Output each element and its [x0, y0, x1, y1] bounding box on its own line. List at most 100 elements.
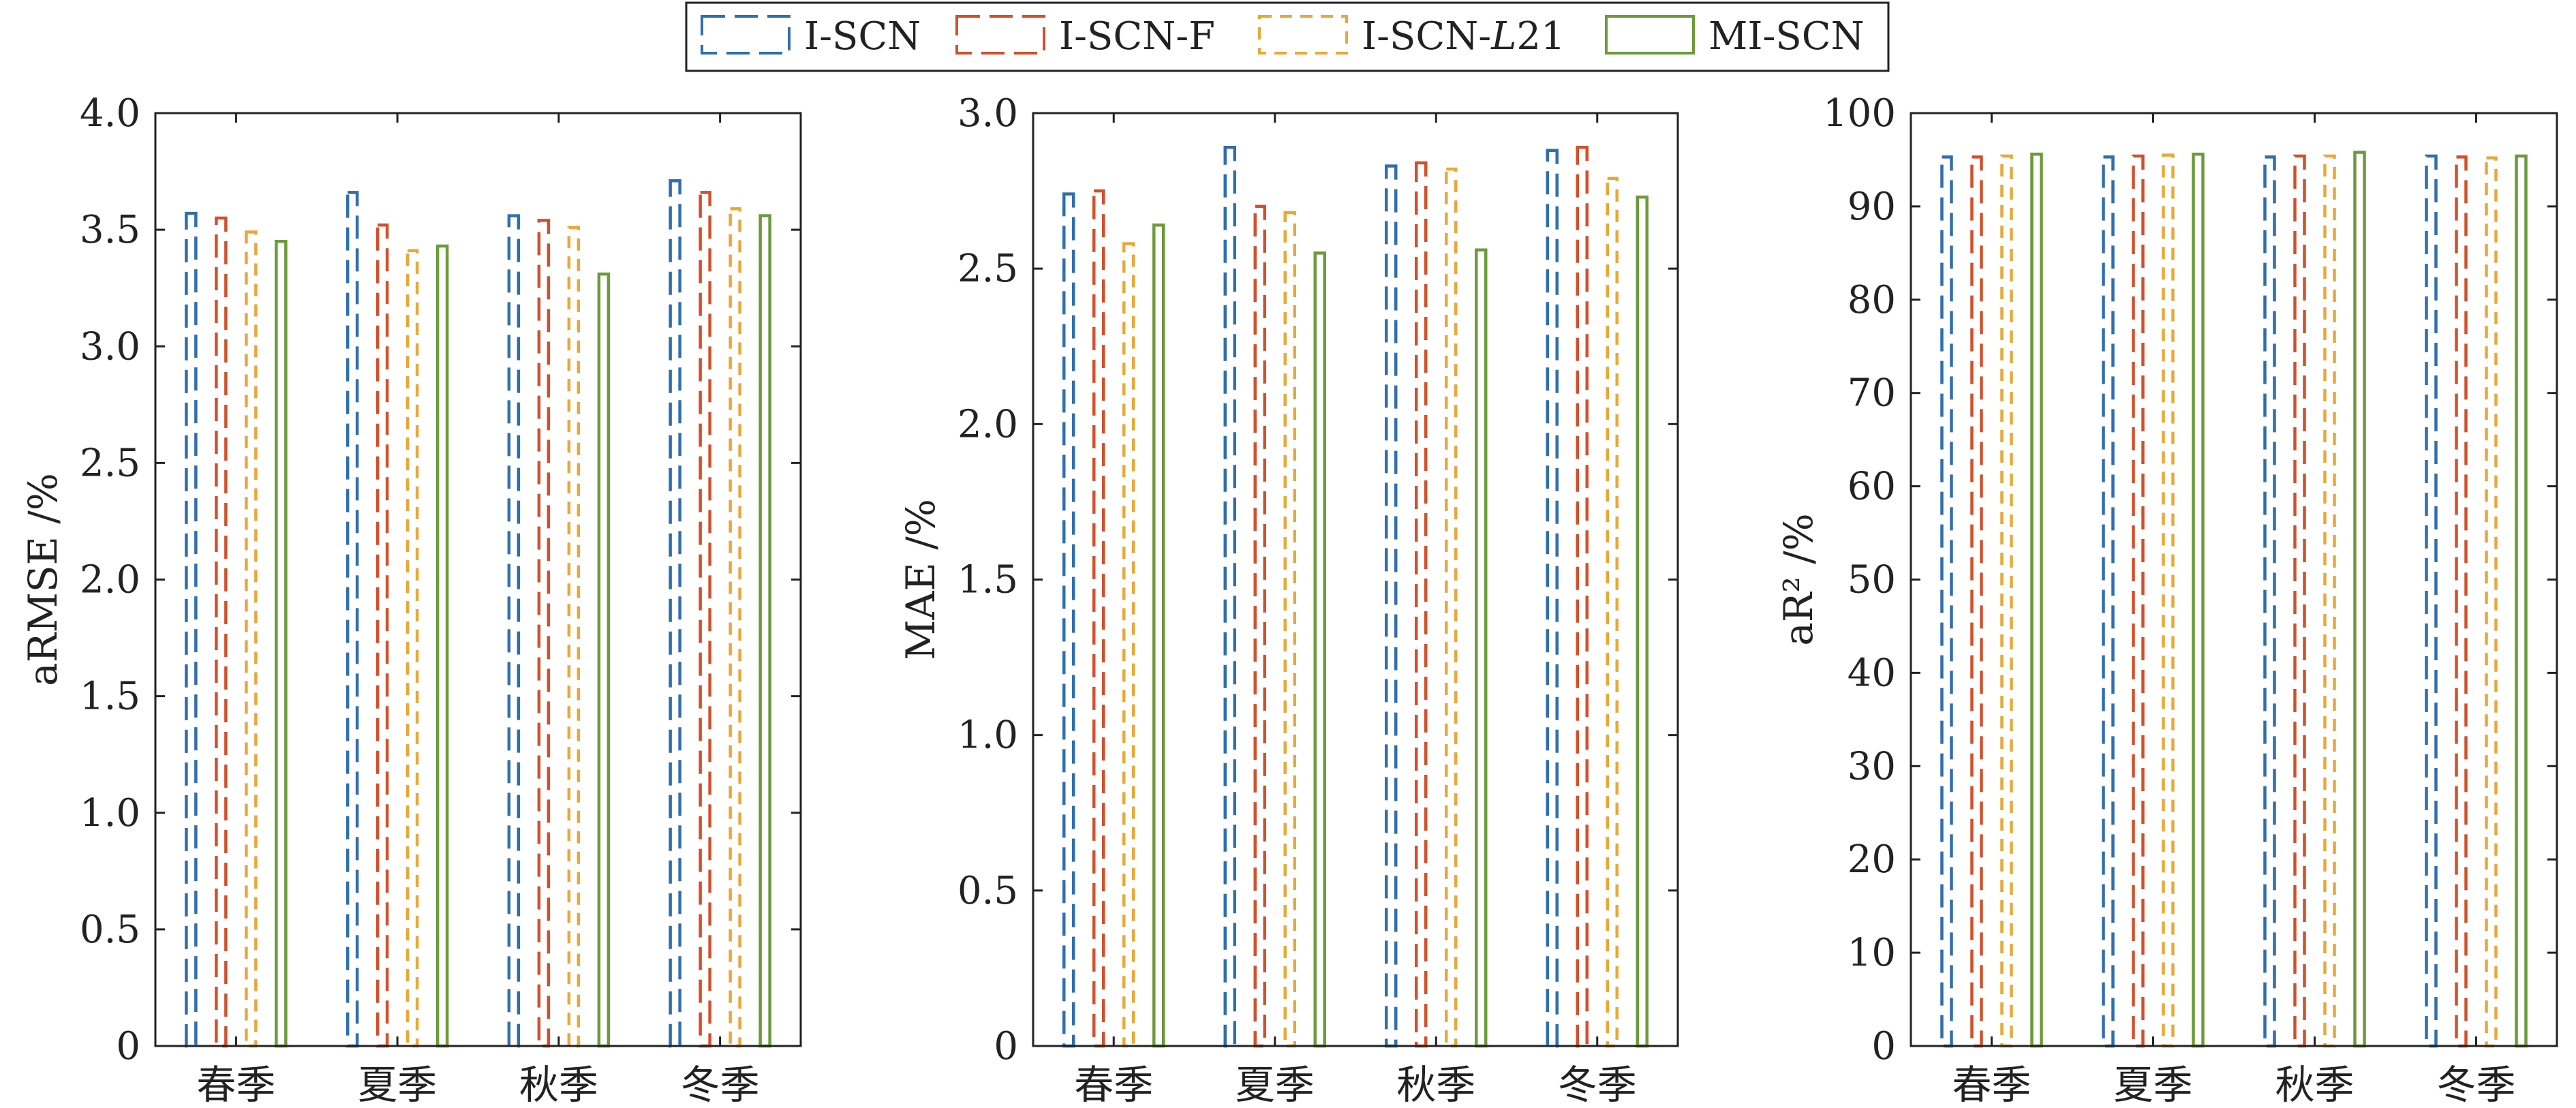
y-tick-label: 50 [1847, 558, 1896, 602]
bar-i-scn-2 [2102, 155, 2115, 1048]
x-category-label: 春季 [196, 1062, 275, 1108]
bar-i-scn-f-2 [1253, 204, 1266, 1048]
bar-i-scn-l21-4 [2485, 156, 2498, 1048]
y-axis-label: aR² /% [1775, 513, 1822, 646]
bar-i-scn-l21-1 [2000, 154, 2013, 1048]
bar-i-scn-f-4 [2455, 155, 2468, 1048]
bar-i-scn-l21-4 [729, 207, 741, 1048]
x-category-label: 秋季 [1396, 1062, 1475, 1108]
x-category-label: 夏季 [1236, 1062, 1315, 1108]
x-category-label: 夏季 [358, 1062, 437, 1108]
y-tick-label: 20 [1847, 837, 1896, 882]
legend-label: I-SCN [804, 14, 921, 59]
x-category-label: 春季 [1952, 1062, 2031, 1108]
y-tick-label: 40 [1847, 651, 1896, 695]
y-tick-label: 0 [994, 1024, 1018, 1068]
bar-i-scn-l21-3 [1445, 167, 1458, 1048]
y-tick-label: 3.5 [80, 208, 140, 252]
bar-i-scn-3 [2263, 155, 2276, 1048]
bar-i-scn-4 [2425, 154, 2438, 1048]
bar-i-scn-2 [346, 191, 359, 1048]
y-tick-label: 0.5 [80, 908, 140, 952]
y-tick-label: 1.5 [957, 558, 1018, 602]
y-tick-label: 0 [1871, 1024, 1896, 1068]
bar-i-scn-1 [1940, 155, 1953, 1048]
y-tick-label: 80 [1847, 278, 1896, 322]
legend-swatch [701, 15, 791, 55]
bar-mi-scn-1 [2030, 152, 2043, 1048]
y-tick-label: 90 [1847, 185, 1896, 229]
y-axis-label: aRMSE /% [20, 473, 66, 686]
bar-i-scn-l21-1 [1122, 242, 1135, 1048]
bar-i-scn-f-2 [2132, 154, 2145, 1048]
plot-frame [1910, 112, 2558, 1047]
y-tick-label: 2.0 [957, 402, 1018, 446]
legend-label: I-SCN-L21 [1362, 14, 1565, 59]
bar-i-scn-l21-2 [405, 249, 419, 1048]
bar-i-scn-f-4 [1576, 145, 1589, 1048]
plot-frame [1032, 112, 1679, 1047]
bar-i-scn-3 [507, 214, 521, 1048]
bar-i-scn-l21-1 [245, 230, 258, 1048]
bar-mi-scn-4 [1636, 195, 1649, 1048]
y-tick-label: 1.0 [80, 791, 140, 835]
bar-i-scn-1 [185, 211, 198, 1048]
bar-mi-scn-2 [1313, 251, 1326, 1048]
y-tick-label: 2.0 [80, 558, 140, 602]
bar-i-scn-l21-2 [1283, 211, 1296, 1048]
bar-i-scn-l21-3 [567, 226, 581, 1048]
bar-mi-scn-3 [2353, 151, 2366, 1048]
bar-i-scn-l21-4 [1606, 176, 1619, 1048]
bar-mi-scn-3 [1475, 248, 1488, 1048]
bar-i-scn-3 [1385, 164, 1398, 1048]
legend-swatch [955, 15, 1045, 55]
y-tick-label: 0.5 [957, 869, 1018, 913]
y-tick-label: 0 [116, 1024, 140, 1068]
bar-mi-scn-2 [2192, 152, 2205, 1048]
bar-i-scn-l21-3 [2323, 154, 2336, 1048]
y-tick-label: 2.5 [80, 441, 140, 485]
bar-mi-scn-3 [597, 272, 611, 1048]
y-tick-label: 60 [1847, 465, 1896, 509]
x-category-label: 秋季 [519, 1062, 598, 1108]
bar-mi-scn-2 [435, 244, 449, 1048]
bar-i-scn-f-1 [215, 216, 228, 1048]
y-tick-label: 10 [1847, 931, 1896, 975]
y-tick-label: 3.0 [957, 91, 1018, 136]
y-tick-label: 2.5 [957, 247, 1018, 291]
y-tick-label: 30 [1847, 744, 1896, 788]
bar-i-scn-1 [1062, 192, 1075, 1048]
chart-panel-armse: 0 0.5 1.0 1.5 2.0 2.5 3.0 3.5 4.0 春季 夏季 秋季 冬季 aRMSE /… [20, 91, 802, 1108]
y-tick-label: 3.0 [80, 324, 140, 369]
legend-swatch [1605, 15, 1695, 55]
y-tick-label: 100 [1823, 91, 1896, 136]
chart-panel-mae: 0 0.5 1.0 1.5 2.0 2.5 3.0 春季 夏季 秋季 冬季 MAE /% [898, 91, 1679, 1108]
bar-i-scn-4 [669, 179, 681, 1048]
x-category-label: 春季 [1074, 1062, 1153, 1108]
legend-box [685, 1, 1890, 72]
bar-i-scn-f-1 [1970, 155, 1983, 1048]
legend-label: I-SCN-F [1059, 14, 1215, 59]
y-tick-label: 4.0 [80, 91, 140, 136]
legend: I-SCN I-SCN-F I-SCN-L21 MI-SCN [685, 1, 1890, 72]
bar-mi-scn-4 [758, 214, 771, 1048]
x-category-label: 秋季 [2275, 1062, 2354, 1108]
legend-swatch [1258, 15, 1348, 55]
bar-mi-scn-1 [1152, 224, 1165, 1048]
bar-mi-scn-4 [2515, 154, 2528, 1048]
y-tick-label: 1.0 [957, 713, 1018, 758]
bar-i-scn-4 [1546, 149, 1559, 1048]
y-tick-label: 1.5 [80, 675, 140, 719]
x-category-label: 冬季 [681, 1062, 760, 1108]
bar-mi-scn-1 [275, 239, 288, 1048]
bar-i-scn-f-1 [1092, 189, 1105, 1048]
y-axis-label: MAE /% [898, 499, 944, 660]
x-category-label: 冬季 [1558, 1062, 1637, 1108]
x-category-label: 夏季 [2113, 1062, 2192, 1108]
chart-panel-ar2: 0 10 20 30 40 50 60 70 80 90 100 春季 夏季 秋季 冬季 aR² /% [1775, 91, 2558, 1108]
bar-i-scn-2 [1223, 145, 1236, 1048]
bar-i-scn-f-3 [1415, 161, 1428, 1048]
bar-i-scn-f-3 [2293, 154, 2306, 1048]
y-tick-label: 70 [1847, 371, 1896, 416]
